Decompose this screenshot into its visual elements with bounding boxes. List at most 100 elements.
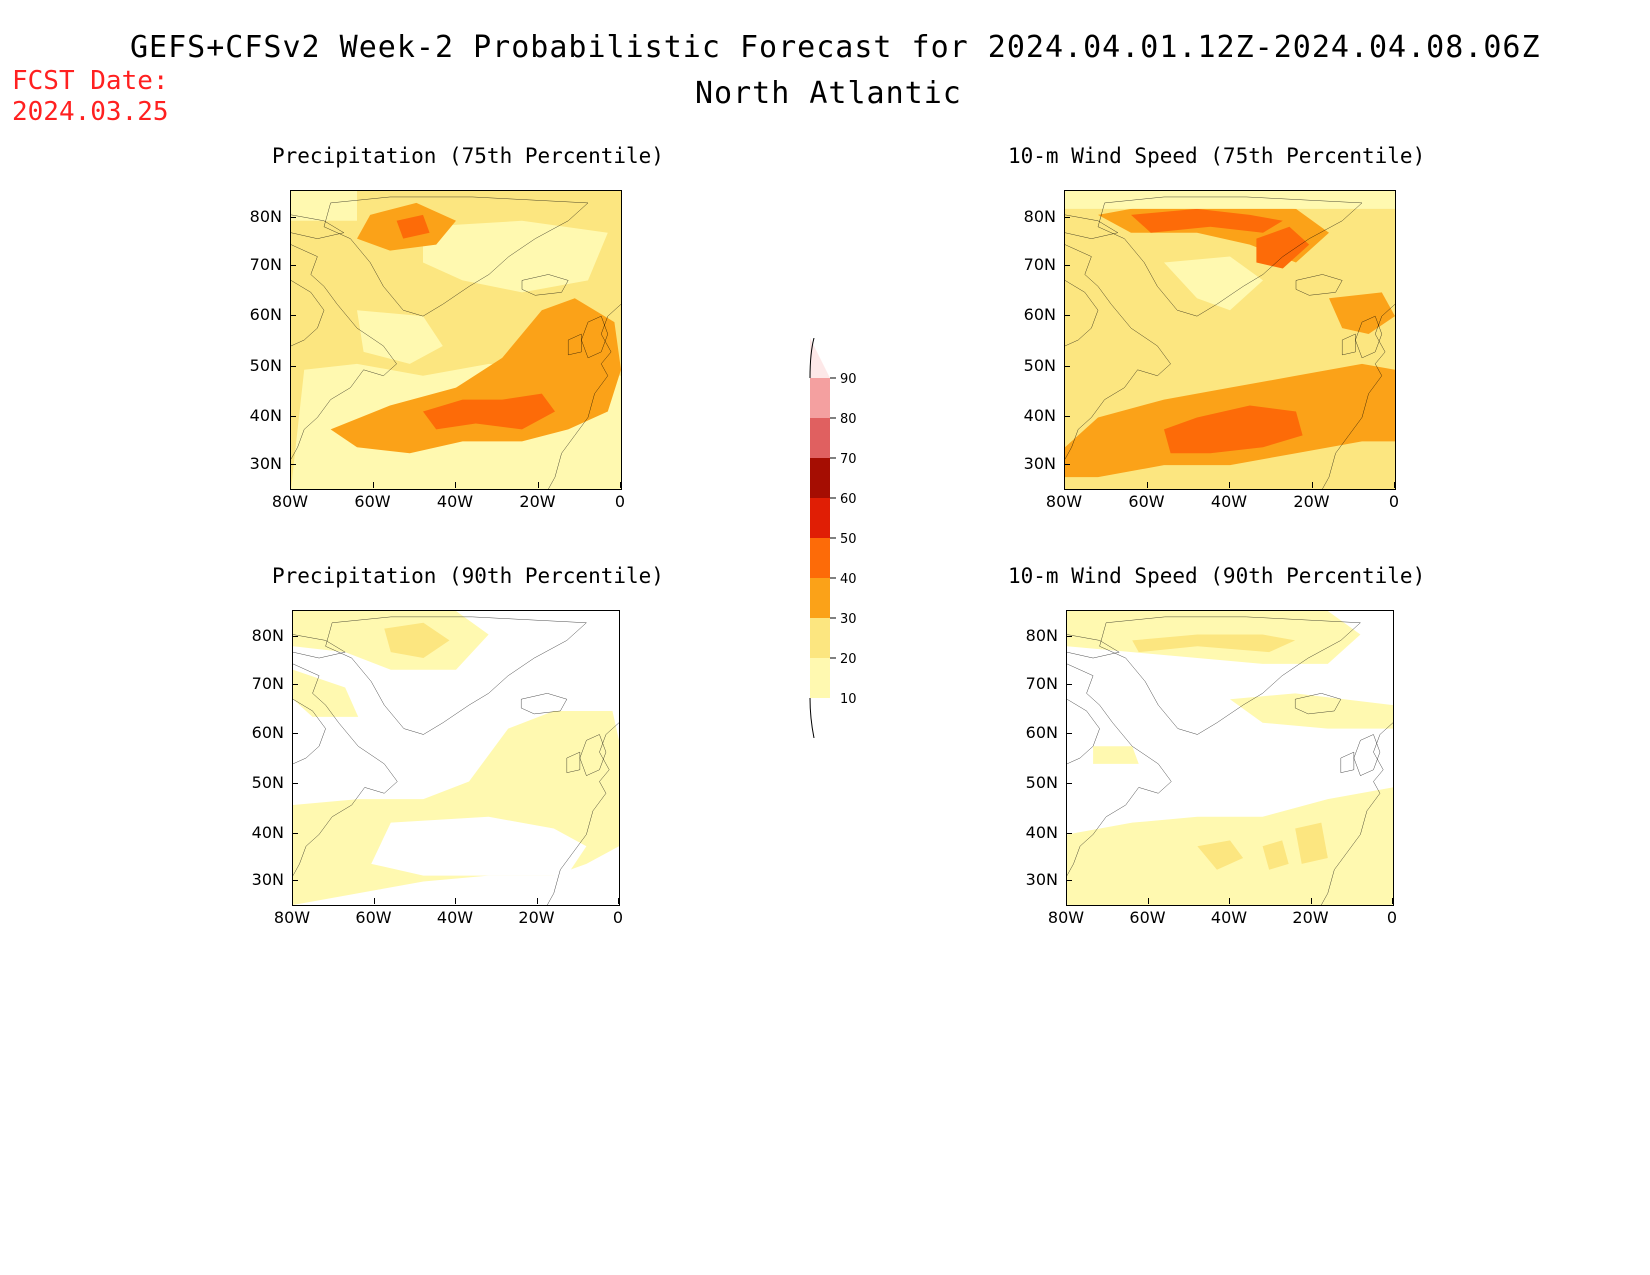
main-title: GEFS+CFSv2 Week-2 Probabilistic Forecast… [130, 30, 1541, 65]
probability-contour [423, 393, 555, 430]
panel-title: 10-m Wind Speed (75th Percentile) [1008, 144, 1426, 168]
probability-contour [357, 310, 443, 364]
latitude-tick-label: 70N [251, 673, 284, 693]
probability-contour [1131, 208, 1283, 233]
colorbar-label: 70 [840, 452, 857, 467]
latitude-tick-label: 40N [1023, 406, 1056, 426]
probability-contour [371, 816, 587, 876]
coastline [568, 334, 581, 355]
latitude-tick-label: 70N [249, 254, 282, 274]
latitude-tick-label: 30N [251, 870, 284, 890]
probability-contour [1164, 256, 1263, 311]
coastline [1067, 635, 1119, 659]
probability-contour [1164, 405, 1303, 454]
probability-contour [1329, 292, 1395, 335]
colorbar-swatch [810, 538, 830, 578]
probability-contour [423, 220, 608, 293]
probability-contour [384, 622, 450, 659]
longitude-tick-label: 80W [1047, 908, 1085, 927]
map-wind-90 [1066, 610, 1394, 906]
coastline [291, 280, 324, 346]
coastline [1100, 617, 1361, 735]
colorbar-swatch [810, 418, 830, 458]
probability-field [291, 191, 621, 489]
coastline [1065, 215, 1118, 239]
latitude-tick-label: 80N [1023, 206, 1056, 226]
longitude-tick-label: 40W [436, 908, 474, 927]
probability-contour [1197, 840, 1244, 870]
coastline [326, 617, 587, 735]
map-wind-75 [1064, 190, 1396, 490]
colorbar-label: 40 [840, 572, 857, 587]
latitude-tick-label: 70N [1025, 673, 1058, 693]
forecast-date-label: FCST Date: [12, 66, 169, 96]
coastline [1322, 304, 1395, 489]
longitude-tick-label: 60W [1129, 908, 1166, 927]
coastline [547, 723, 619, 905]
coastline [291, 245, 397, 460]
coastline [567, 752, 580, 773]
latitude-tick-label: 50N [1023, 355, 1056, 375]
panel-title: Precipitation (75th Percentile) [272, 144, 664, 168]
probability-contour [1262, 840, 1289, 870]
longitude-tick-label: 60W [355, 908, 392, 927]
colorbar-label: 90 [840, 372, 857, 387]
longitude-tick-label: 80W [273, 908, 311, 927]
colorbar-top-arrow [810, 338, 830, 378]
panel-title: Precipitation (90th Percentile) [272, 564, 664, 588]
coastline [522, 274, 568, 295]
coastline [1296, 274, 1342, 295]
coastline [1065, 280, 1098, 346]
longitude-tick-label: 20W [1292, 908, 1329, 927]
coastline [1295, 693, 1341, 714]
coastline [324, 197, 588, 316]
colorbar-swatch [810, 618, 830, 658]
longitude-tick-label: 20W [1293, 492, 1330, 511]
probability-field [293, 611, 619, 905]
latitude-tick-label: 60N [251, 723, 284, 743]
coastline [293, 664, 397, 876]
probability-contour [1230, 693, 1393, 729]
forecast-date-block: FCST Date: 2024.03.25 [12, 66, 169, 128]
probability-contour [293, 669, 359, 717]
coastline [1342, 334, 1355, 355]
map-precip-90 [292, 610, 620, 906]
coastline [291, 215, 344, 239]
latitude-tick-label: 80N [249, 206, 282, 226]
probability-contour [1093, 746, 1139, 764]
longitude-tick-label: 20W [519, 492, 556, 511]
colorbar-swatch [810, 658, 830, 698]
colorbar-label: 50 [840, 532, 857, 547]
probability-field [1067, 611, 1393, 905]
colorbar-label: 80 [840, 412, 857, 427]
longitude-tick-label: 60W [1128, 492, 1165, 511]
longitude-tick-label: 80W [271, 492, 309, 511]
probability-contour [1132, 634, 1296, 653]
longitude-tick-label: 0 [1386, 908, 1398, 927]
latitude-tick-label: 40N [1025, 823, 1058, 843]
probability-contour [291, 191, 357, 221]
coastline [1065, 245, 1171, 460]
latitude-tick-label: 60N [1023, 305, 1056, 325]
longitude-tick-label: 0 [612, 908, 624, 927]
coastline [1321, 723, 1393, 905]
forecast-date-value: 2024.03.25 [12, 97, 169, 127]
latitude-tick-label: 50N [249, 355, 282, 375]
coastline [521, 693, 567, 714]
colorbar-swatch [810, 578, 830, 618]
coastline [293, 699, 326, 764]
latitude-tick-label: 30N [1025, 870, 1058, 890]
latitude-tick-label: 70N [1023, 254, 1056, 274]
coastline [1067, 664, 1171, 876]
longitude-tick-label: 60W [354, 492, 391, 511]
latitude-tick-label: 50N [251, 773, 284, 793]
longitude-tick-label: 40W [1210, 908, 1248, 927]
latitude-tick-label: 40N [251, 823, 284, 843]
probability-contour [1256, 226, 1310, 269]
latitude-tick-label: 60N [1025, 723, 1058, 743]
latitude-tick-label: 80N [1025, 626, 1058, 646]
probability-contour [1295, 822, 1328, 864]
longitude-tick-label: 0 [1388, 492, 1400, 511]
latitude-tick-label: 30N [249, 454, 282, 474]
longitude-tick-label: 40W [1210, 492, 1248, 511]
